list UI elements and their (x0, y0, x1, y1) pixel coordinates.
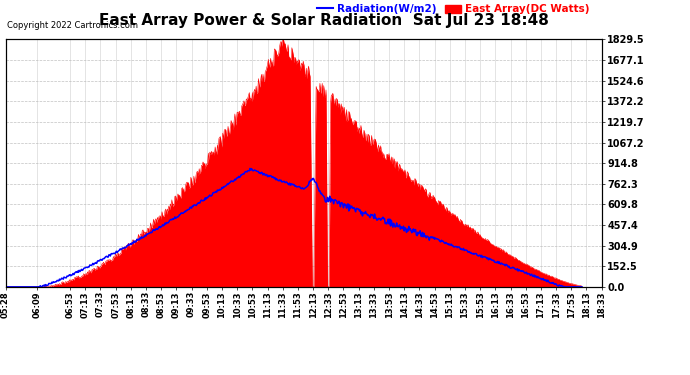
Text: Copyright 2022 Cartronics.com: Copyright 2022 Cartronics.com (7, 21, 138, 30)
Legend: Radiation(W/m2), East Array(DC Watts): Radiation(W/m2), East Array(DC Watts) (313, 0, 593, 18)
Text: East Array Power & Solar Radiation  Sat Jul 23 18:48: East Array Power & Solar Radiation Sat J… (99, 13, 549, 28)
